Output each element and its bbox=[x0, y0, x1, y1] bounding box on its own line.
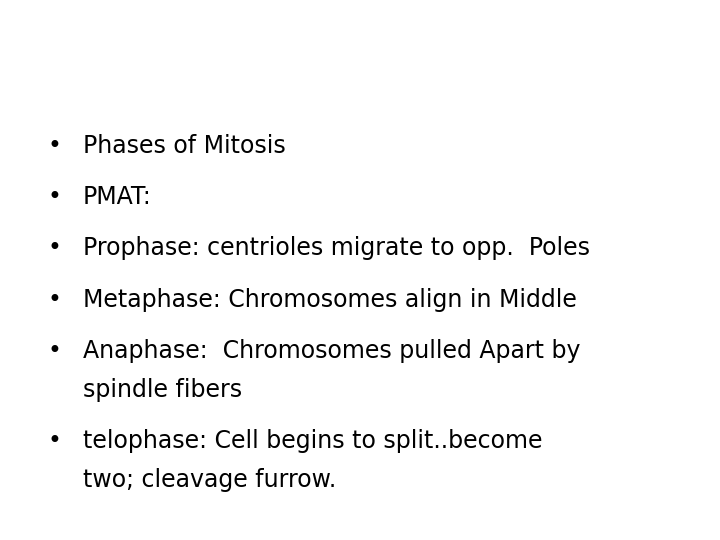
Text: Anaphase:  Chromosomes pulled Apart by: Anaphase: Chromosomes pulled Apart by bbox=[83, 339, 580, 363]
Text: Phases of Mitosis: Phases of Mitosis bbox=[83, 134, 286, 158]
Text: Prophase: centrioles migrate to opp.  Poles: Prophase: centrioles migrate to opp. Pol… bbox=[83, 237, 590, 260]
Text: •: • bbox=[47, 134, 61, 158]
Text: spindle fibers: spindle fibers bbox=[83, 378, 242, 402]
Text: •: • bbox=[47, 185, 61, 209]
Text: Metaphase: Chromosomes align in Middle: Metaphase: Chromosomes align in Middle bbox=[83, 288, 577, 312]
Text: •: • bbox=[47, 429, 61, 453]
Text: •: • bbox=[47, 288, 61, 312]
Text: two; cleavage furrow.: two; cleavage furrow. bbox=[83, 468, 336, 492]
Text: •: • bbox=[47, 237, 61, 260]
Text: PMAT:: PMAT: bbox=[83, 185, 151, 209]
Text: •: • bbox=[47, 339, 61, 363]
Text: telophase: Cell begins to split..become: telophase: Cell begins to split..become bbox=[83, 429, 542, 453]
